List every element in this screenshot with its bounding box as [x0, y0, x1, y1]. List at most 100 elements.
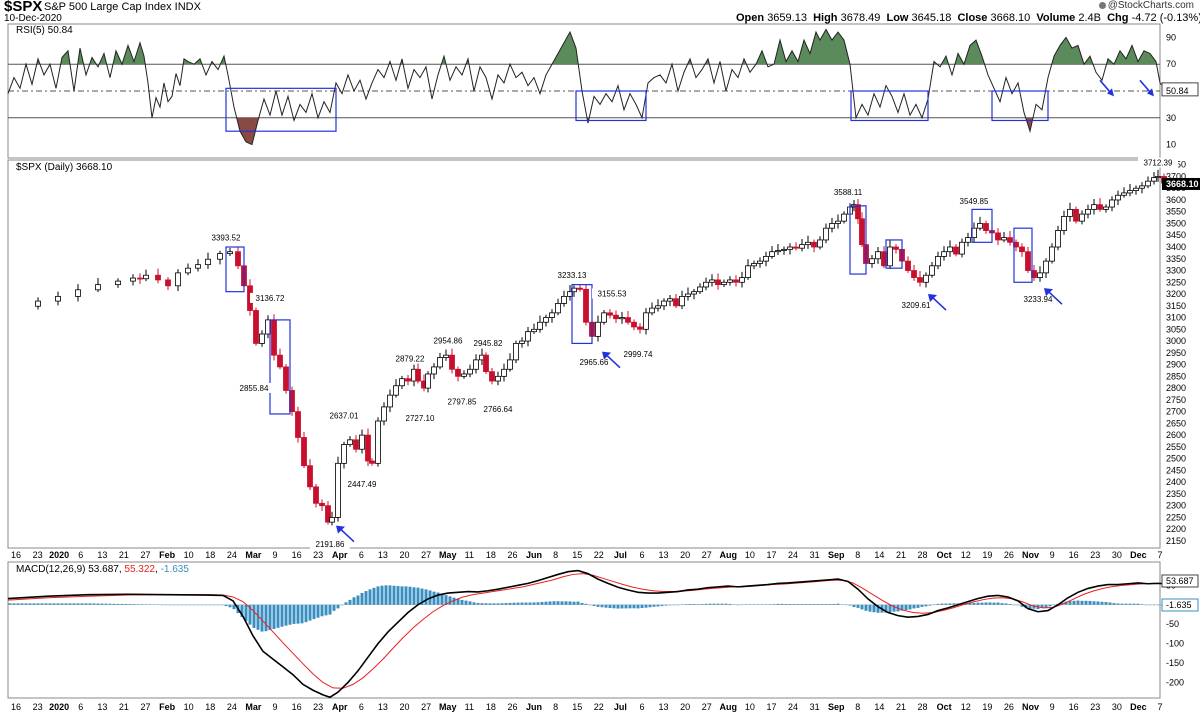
candle-body [347, 439, 353, 445]
candle-body [1049, 246, 1055, 262]
macd-histogram-bar [1132, 603, 1136, 605]
macd-histogram-bar [848, 604, 852, 606]
candle-body [1139, 185, 1145, 189]
macd-histogram-bar [948, 603, 952, 605]
macd-histogram-bar [536, 602, 540, 605]
candle-body [313, 486, 319, 504]
macd-histogram-bar [184, 604, 188, 606]
brand[interactable]: @StockCharts.com [1098, 0, 1194, 11]
price-tick-label: 3350 [1166, 254, 1186, 264]
macd-histogram-bar [136, 604, 140, 605]
macd-x-axis: 16 23 2020 6 13 21 27 Feb 10 18 24 Mar 9 16 23 Apr 6 13 20… [11, 702, 1163, 712]
candle-body [235, 251, 241, 267]
macd-histogram-bar [940, 603, 944, 605]
macd-histogram-bar [88, 603, 92, 605]
macd-histogram-bar [1004, 603, 1008, 605]
candle-body [1121, 192, 1127, 196]
macd-histogram-bar [224, 604, 228, 607]
price-annotation: 2999.74 [624, 350, 653, 359]
macd-histogram-bar [456, 598, 460, 605]
macd-histogram-bar [248, 604, 252, 625]
macd-histogram-bar [1100, 601, 1104, 605]
macd-histogram-bar [572, 601, 576, 605]
candle-body [905, 260, 911, 271]
macd-histogram-bar [500, 603, 504, 605]
candle-body [941, 251, 947, 257]
macd-histogram-bar [188, 604, 192, 606]
rsi-title: RSI(5) 50.84 [16, 25, 73, 36]
x-tick-label: May [439, 550, 457, 560]
candle-body [217, 253, 223, 260]
candle-body [929, 265, 935, 276]
macd-histogram-bar [28, 603, 32, 605]
macd-histogram-bar [348, 599, 352, 605]
price-tick-label: 3150 [1166, 301, 1186, 311]
macd-histogram-bar [104, 603, 108, 605]
x-tick-label: Jul [614, 550, 627, 560]
macd-histogram-bar [752, 604, 756, 605]
x-tick-label: 19 [982, 550, 992, 560]
macd-histogram-bar [144, 604, 148, 605]
macd-histogram-bar [1116, 603, 1120, 605]
macd-histogram-bar [856, 604, 860, 608]
candle-body [473, 359, 479, 370]
macd-histogram-bar [808, 604, 812, 605]
candle-body [399, 378, 405, 387]
candle-body [543, 317, 549, 323]
macd-histogram-bar [664, 604, 668, 606]
x-tick-label-macd: 10 [184, 702, 194, 712]
macd-tick-label: -200 [1166, 677, 1184, 687]
macd-histogram-bar [984, 602, 988, 605]
price-last-box [1162, 177, 1200, 190]
x-tick-label: 8 [553, 550, 558, 560]
x-tick-label: 20 [400, 550, 410, 560]
macd-histogram-bar [1096, 601, 1100, 605]
rsi-tick-label: 70 [1166, 59, 1176, 69]
x-tick-label: 26 [1004, 550, 1014, 560]
macd-histogram-bar [328, 604, 332, 615]
macd-histogram-bar [76, 603, 80, 605]
macd-histogram-bar [132, 604, 136, 605]
candle-body [319, 502, 325, 507]
x-tick-label: 8 [855, 550, 860, 560]
macd-histogram-bar [756, 604, 760, 605]
x-tick-label: 9 [1050, 550, 1055, 560]
macd-histogram-bar [332, 604, 336, 611]
panel-frame [7, 159, 1161, 549]
macd-histogram-bar [112, 603, 116, 605]
x-tick-label: 24 [788, 550, 798, 560]
candle-body [375, 420, 381, 464]
macd-histogram-bar [344, 602, 348, 605]
price-annotation: 2191.86 [316, 540, 345, 549]
macd-histogram-bar [192, 604, 196, 606]
rsi-tick-label: 30 [1166, 113, 1176, 123]
open-value: 3659.13 [767, 12, 807, 24]
macd-histogram-bar [484, 603, 488, 605]
macd-histogram-bar [1080, 600, 1084, 605]
macd-histogram-bar [712, 603, 716, 605]
macd-histogram-bar [80, 603, 84, 605]
macd-histogram-bar [944, 603, 948, 605]
x-tick-label-macd: 27 [702, 702, 712, 712]
candle-body [130, 277, 136, 282]
rsi-overbought-fill [36, 29, 1157, 65]
macd-histogram-bar [800, 604, 804, 605]
candle-body [953, 246, 959, 255]
macd-histogram-bar [196, 604, 200, 606]
candle-body [709, 279, 715, 283]
x-tick-label-macd: 17 [766, 702, 776, 712]
price-tick-label: 3200 [1166, 289, 1186, 299]
macd-histogram-bar [608, 604, 612, 609]
candle-body [1145, 180, 1151, 187]
macd-histogram-bar [16, 603, 20, 605]
macd-histogram-bar [1144, 604, 1148, 606]
macd-histogram-bar [52, 603, 56, 605]
candle-body [1109, 199, 1115, 208]
x-tick-label-macd: 6 [78, 702, 83, 712]
candle-body [757, 260, 763, 264]
rsi-last-box [1161, 82, 1199, 97]
candle-body [917, 277, 923, 283]
x-tick-label: 20 [680, 550, 690, 560]
candle-body [661, 300, 667, 307]
macd-histogram-bar [580, 602, 584, 605]
